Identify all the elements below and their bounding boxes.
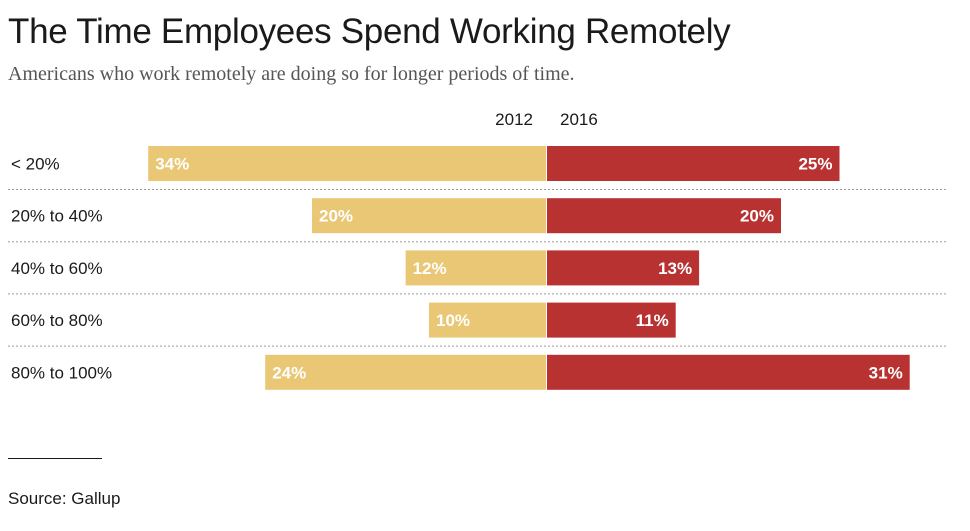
chart-title: The Time Employees Spend Working Remotel…: [8, 12, 731, 51]
data-label-2016: 11%: [636, 311, 669, 330]
bar-2012: [429, 302, 546, 338]
bar-2016: [547, 302, 676, 338]
data-label-2016: 13%: [658, 259, 692, 278]
category-label: 40% to 60%: [11, 259, 103, 278]
category-label: 20% to 40%: [11, 207, 103, 226]
chart-subtitle: Americans who work remotely are doing so…: [8, 63, 575, 85]
data-label-2012: 34%: [155, 155, 189, 174]
bar-2016: [547, 354, 910, 390]
series-header-2012: 2012: [495, 110, 533, 129]
source-note: Source: Gallup: [8, 489, 121, 508]
data-label-2016: 25%: [798, 155, 832, 174]
data-label-2012: 12%: [413, 259, 447, 278]
source-divider: [8, 458, 102, 459]
series-header-2016: 2016: [560, 110, 598, 129]
bar-2016: [547, 146, 840, 181]
category-label: < 20%: [11, 155, 60, 174]
data-label-2016: 31%: [869, 363, 903, 382]
bar-2016: [547, 198, 781, 234]
data-label-2012: 10%: [436, 311, 470, 330]
category-label: 60% to 80%: [11, 311, 103, 330]
data-label-2012: 24%: [272, 363, 306, 382]
bar-2012: [405, 250, 546, 286]
data-label-2012: 20%: [319, 207, 353, 226]
bar-2016: [547, 250, 700, 286]
category-label: 80% to 100%: [11, 363, 112, 382]
bar-2012: [312, 198, 546, 234]
bar-2012: [265, 354, 546, 390]
data-label-2016: 20%: [740, 207, 774, 226]
bar-2012: [148, 146, 546, 181]
